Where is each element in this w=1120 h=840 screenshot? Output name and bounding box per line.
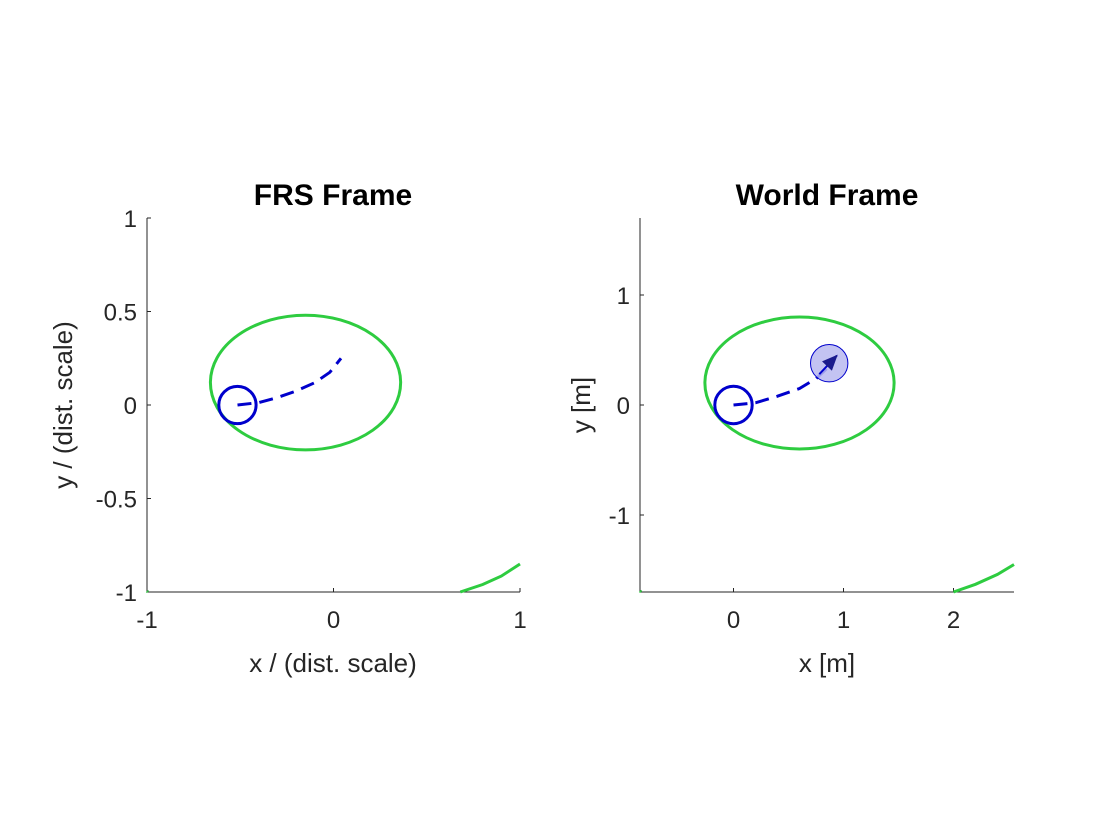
plot-area xyxy=(145,313,521,594)
y-tick-label: 1 xyxy=(617,283,630,310)
frs-boundary-curve xyxy=(459,562,521,594)
x-axis-label: x / (dist. scale) xyxy=(249,648,417,678)
x-tick-label: 0 xyxy=(327,607,340,634)
frs-boundary-curve xyxy=(145,590,149,594)
y-tick-label: 0 xyxy=(124,393,137,420)
y-tick-label: -1 xyxy=(609,503,630,530)
robot-footprint xyxy=(217,384,258,426)
robot-footprint xyxy=(713,384,754,426)
heading-arrow-head xyxy=(822,354,838,371)
y-tick-label: 1 xyxy=(124,206,137,233)
frs-boundary-curve xyxy=(953,563,1015,594)
frs-boundary-curve xyxy=(638,589,643,594)
x-axis-label: x [m] xyxy=(799,648,855,678)
y-tick-label: 0 xyxy=(617,393,630,420)
y-axis-label: y [m] xyxy=(566,377,596,433)
x-tick-label: 2 xyxy=(947,607,960,634)
y-tick-label: -0.5 xyxy=(96,487,137,514)
planned-trajectory xyxy=(237,357,343,407)
chart-title: World Frame xyxy=(736,179,919,212)
x-tick-label: 1 xyxy=(513,607,526,634)
frs-ellipse xyxy=(208,313,403,452)
plot-area xyxy=(638,315,1015,594)
axes: 0 1 2 -1 0 1 xyxy=(609,218,1014,634)
world-frame-panel: World Frame x [m] y [m] 0 1 2 -1 0 1 xyxy=(566,179,1015,678)
y-axis-label: y / (dist. scale) xyxy=(48,321,78,489)
chart-title: FRS Frame xyxy=(254,179,412,212)
frs-ellipse xyxy=(703,315,896,451)
y-tick-label: 0.5 xyxy=(104,300,137,327)
x-tick-label: 1 xyxy=(837,607,850,634)
x-tick-label: -1 xyxy=(136,607,157,634)
axes: -1 0 1 -1 -0.5 0 0.5 1 xyxy=(96,206,527,634)
y-tick-label: -1 xyxy=(116,580,137,607)
frs-frame-panel: FRS Frame x / (dist. scale) y / (dist. s… xyxy=(48,179,527,678)
x-tick-label: 0 xyxy=(727,607,740,634)
